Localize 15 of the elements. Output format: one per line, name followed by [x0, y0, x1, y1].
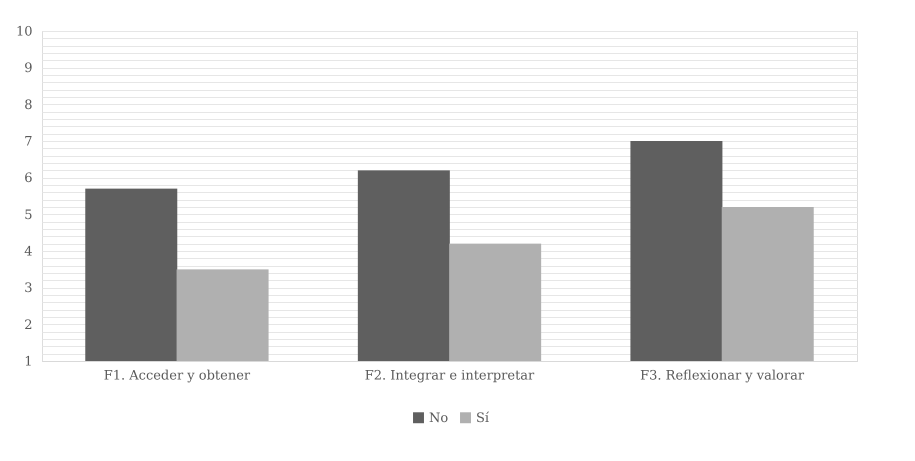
x-tick-label: F3. Reflexionar y valorar	[640, 368, 805, 384]
y-tick-label: 8	[24, 98, 32, 113]
y-tick-label: 10	[16, 24, 32, 40]
y-tick-label: 2	[24, 318, 32, 333]
legend-label: Sí	[476, 410, 490, 426]
y-tick-label: 9	[24, 61, 32, 76]
legend-label: No	[429, 410, 448, 426]
y-tick-label: 1	[24, 354, 32, 370]
y-tick-label: 7	[24, 134, 32, 150]
y-tick-label: 5	[24, 208, 32, 223]
y-tick-label: 4	[24, 244, 32, 260]
y-tick-label: 6	[24, 171, 32, 186]
x-tick-label: F1. Acceder y obtener	[104, 368, 251, 384]
y-tick-label: 3	[24, 281, 32, 296]
x-tick-label: F2. Integrar e interpretar	[364, 368, 536, 384]
